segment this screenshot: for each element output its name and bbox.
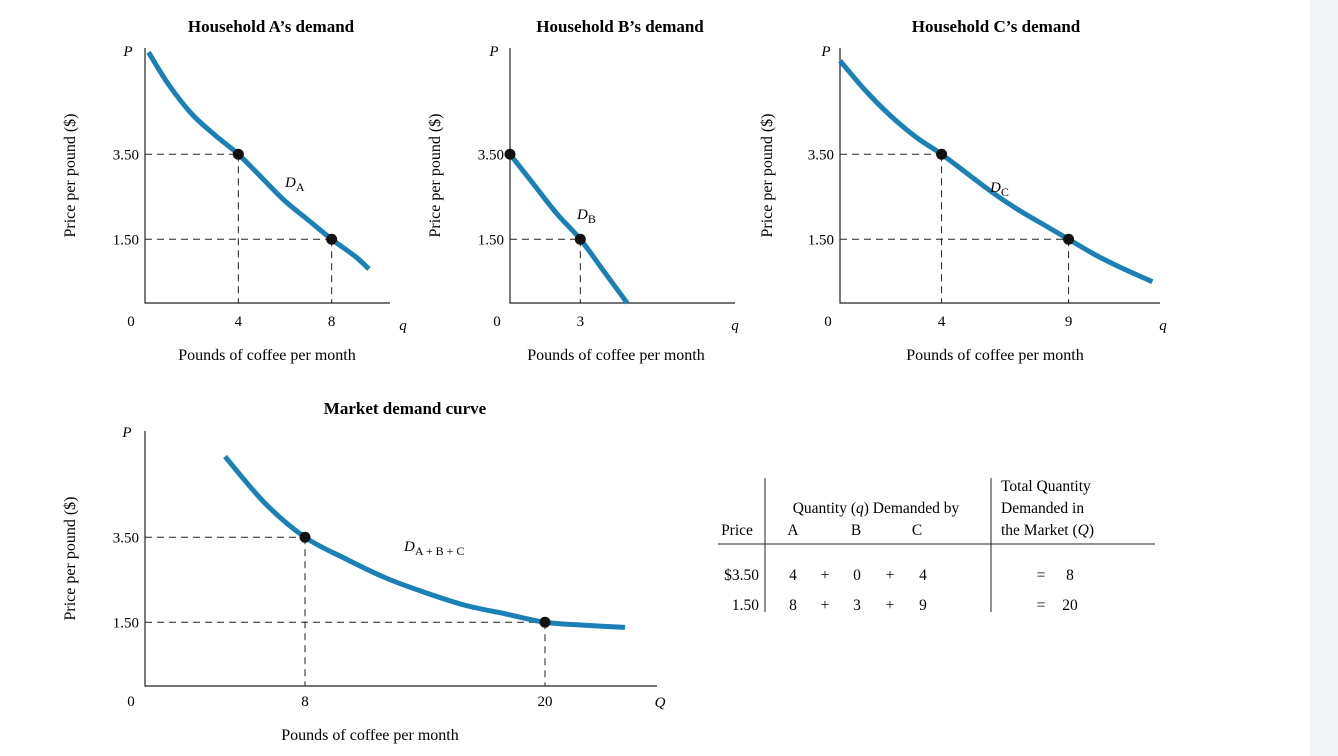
table-header-total-3: the Market (Q) bbox=[1001, 522, 1094, 539]
demand-curve bbox=[838, 59, 1154, 285]
table-row-1-plus-2: + bbox=[886, 567, 895, 584]
data-point bbox=[574, 233, 586, 245]
table-row-2-plus-1: + bbox=[821, 597, 830, 614]
table-header-col-b: B bbox=[851, 522, 861, 539]
demand-curve bbox=[223, 454, 626, 630]
table-row-2-c: 9 bbox=[919, 597, 927, 614]
x-tick-label: 20 bbox=[538, 694, 553, 710]
table-row-1-price: $3.50 bbox=[724, 567, 759, 584]
x-axis-label: Pounds of coffee per month bbox=[281, 727, 458, 744]
x-tick-label: 4 bbox=[235, 314, 243, 330]
table-row-2-equals: = bbox=[1037, 597, 1046, 614]
origin-label: 0 bbox=[127, 694, 135, 710]
y-axis-letter: P bbox=[820, 44, 830, 60]
data-point bbox=[1063, 233, 1075, 245]
table-row-1-b: 0 bbox=[853, 567, 861, 584]
x-tick-label: 4 bbox=[938, 314, 946, 330]
y-tick-label: 3.50 bbox=[478, 147, 504, 163]
axes bbox=[144, 48, 390, 304]
origin-label: 0 bbox=[493, 314, 501, 330]
data-point bbox=[504, 148, 516, 160]
table-row-1-total: 8 bbox=[1066, 567, 1074, 584]
y-axis-label: Price per pound ($) bbox=[427, 114, 444, 238]
x-axis-letter: q bbox=[399, 318, 407, 334]
table-row-2-total: 20 bbox=[1062, 597, 1078, 614]
data-point bbox=[539, 616, 551, 628]
demand-curve bbox=[146, 50, 371, 271]
data-point bbox=[299, 531, 311, 543]
y-tick-label: 1.50 bbox=[113, 615, 139, 631]
origin-label: 0 bbox=[127, 314, 135, 330]
coffee-demand-figure: Household A’s demand Pq 0 Price per pound (… bbox=[62, 17, 1167, 744]
y-tick-label: 3.50 bbox=[113, 147, 139, 163]
panel-title: Household A’s demand bbox=[188, 17, 355, 36]
y-axis-label: Price per pound ($) bbox=[62, 497, 79, 621]
axes bbox=[144, 431, 657, 687]
data-point bbox=[232, 148, 244, 160]
curve-label: DA + B + C bbox=[403, 539, 464, 558]
origin-label: 0 bbox=[824, 314, 832, 330]
demand-table: Quantity (q) Demanded by Price A B C Tot… bbox=[718, 478, 1155, 614]
table-row-1-equals: = bbox=[1037, 567, 1046, 584]
x-axis-label: Pounds of coffee per month bbox=[906, 347, 1083, 364]
x-tick-label: 9 bbox=[1065, 314, 1073, 330]
y-axis-label: Price per pound ($) bbox=[759, 114, 776, 238]
table-row-1-plus-1: + bbox=[821, 567, 830, 584]
axes bbox=[509, 48, 735, 304]
curve-label: DB bbox=[576, 207, 596, 226]
table-header-total-1: Total Quantity bbox=[1001, 478, 1091, 495]
x-axis-label: Pounds of coffee per month bbox=[527, 347, 704, 364]
y-tick-label: 3.50 bbox=[113, 530, 139, 546]
x-axis-label: Pounds of coffee per month bbox=[178, 347, 355, 364]
x-tick-label: 8 bbox=[301, 694, 309, 710]
table-row-1-a: 4 bbox=[789, 567, 797, 584]
panel-title: Household C’s demand bbox=[912, 17, 1081, 36]
y-tick-label: 3.50 bbox=[808, 147, 834, 163]
data-point bbox=[936, 148, 948, 160]
x-tick-label: 8 bbox=[328, 314, 336, 330]
table-header-total-2: Demanded in bbox=[1001, 500, 1084, 517]
table-header-col-a: A bbox=[787, 522, 799, 539]
table-row-2-plus-2: + bbox=[886, 597, 895, 614]
table-header-price: Price bbox=[721, 522, 753, 539]
x-axis-letter: Q bbox=[655, 695, 666, 711]
x-tick-label: 3 bbox=[577, 314, 585, 330]
table-header-col-c: C bbox=[912, 522, 922, 539]
x-axis-letter: q bbox=[731, 318, 739, 334]
demand-curve bbox=[508, 152, 630, 305]
demand-panel-1: Household A’s demand Pq 0 Price per pound (… bbox=[62, 17, 407, 364]
demand-panel-4: Market demand curve P Q 0 Price per pound ($… bbox=[62, 399, 666, 744]
table-header-qty: Quantity (q) Demanded by bbox=[793, 500, 960, 517]
y-axis-letter: P bbox=[488, 44, 498, 60]
y-axis-letter: P bbox=[122, 44, 132, 60]
table-row-2-b: 3 bbox=[853, 597, 861, 614]
panel-title: Market demand curve bbox=[324, 399, 487, 418]
axes bbox=[839, 48, 1160, 304]
curve-label: DA bbox=[284, 175, 305, 194]
panel-title: Household B’s demand bbox=[536, 17, 704, 36]
table-row-1-c: 4 bbox=[919, 567, 927, 584]
table-row-2-a: 8 bbox=[789, 597, 797, 614]
y-tick-label: 1.50 bbox=[808, 232, 834, 248]
y-tick-label: 1.50 bbox=[478, 232, 504, 248]
table-row-2-price: 1.50 bbox=[732, 597, 759, 614]
x-axis-letter: q bbox=[1159, 318, 1167, 334]
curve-label: DC bbox=[989, 180, 1009, 199]
y-axis-letter: P bbox=[121, 425, 131, 441]
demand-panel-3: Household C’s demand Pq 0 Price per pound (… bbox=[759, 17, 1167, 364]
y-tick-label: 1.50 bbox=[113, 232, 139, 248]
demand-panel-2: Household B’s demand Pq 0 Price per pound (… bbox=[427, 17, 739, 364]
data-point bbox=[326, 233, 338, 245]
y-axis-label: Price per pound ($) bbox=[62, 114, 79, 238]
page-edge-strip bbox=[1310, 0, 1338, 756]
